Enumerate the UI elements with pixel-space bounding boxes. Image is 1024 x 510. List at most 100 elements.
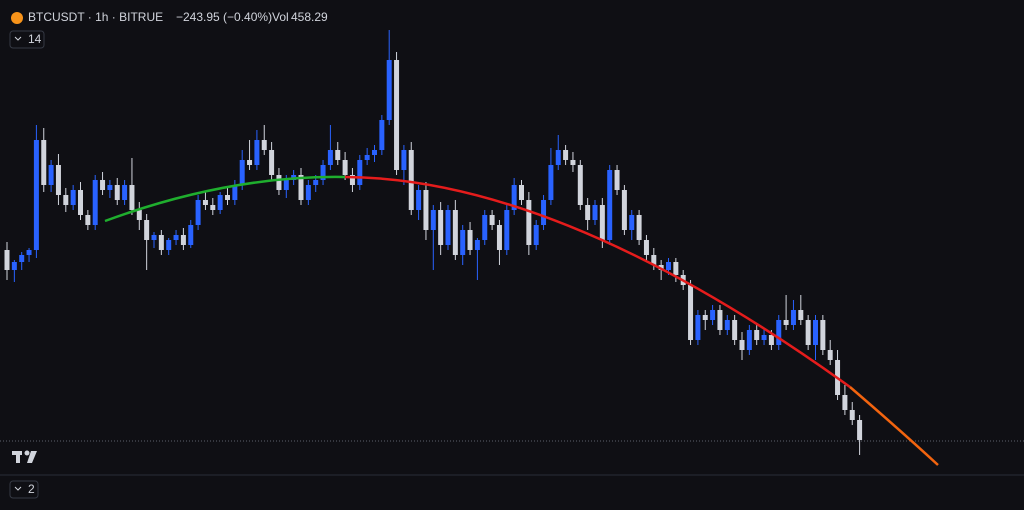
candle-body — [48, 165, 54, 185]
candle-body — [305, 185, 311, 200]
candle-body — [570, 160, 576, 165]
candle-body — [401, 150, 407, 170]
candle-body — [555, 150, 561, 165]
regression-projection — [849, 386, 939, 466]
candle-body — [11, 262, 17, 270]
candle-body — [173, 235, 179, 240]
candle-body — [210, 205, 216, 210]
candle-body — [607, 170, 613, 240]
candle-body — [78, 190, 83, 215]
candle-body — [225, 195, 230, 200]
candle-body — [813, 320, 818, 345]
candle-body — [19, 255, 25, 262]
candles — [4, 30, 863, 455]
pane-toggle-button[interactable] — [9, 30, 45, 49]
candle-body — [695, 315, 701, 340]
chevron — [14, 36, 22, 41]
candle-body — [313, 180, 319, 185]
candle-body — [202, 200, 208, 205]
candle-body — [790, 310, 796, 325]
candle-body — [798, 310, 804, 320]
candle-body — [408, 150, 414, 210]
candle-body — [26, 250, 32, 255]
candle-body — [261, 140, 267, 150]
candle-body — [710, 310, 716, 320]
candle-body — [85, 215, 91, 225]
candle-body — [239, 160, 245, 185]
bottom-pane-toggle-button[interactable] — [9, 480, 39, 499]
candle-body — [805, 320, 811, 345]
candle-body — [423, 190, 429, 230]
candle-body — [70, 190, 76, 205]
candle-body — [724, 320, 730, 330]
volume-label: Vol — [272, 10, 289, 24]
logo — [12, 450, 37, 463]
candle-body — [754, 330, 760, 340]
candle-body — [107, 185, 113, 190]
candle-body — [849, 410, 855, 420]
candle-body — [541, 200, 547, 225]
candle-body — [489, 215, 495, 225]
candle-body — [666, 262, 671, 270]
candle-body — [372, 150, 377, 155]
candle-body — [269, 150, 275, 175]
pane-toggle[interactable]: 14 — [28, 32, 42, 46]
candle-body — [195, 200, 201, 225]
candle-body — [386, 60, 392, 120]
candle-body — [746, 330, 752, 350]
candle-body — [673, 262, 679, 275]
candle-body — [643, 240, 649, 255]
candle-body — [247, 160, 253, 165]
candle-body — [717, 310, 723, 330]
candle-body — [283, 180, 289, 190]
candle-body — [761, 335, 767, 340]
symbol[interactable]: BTCUSDT · 1h · BITRUE — [28, 10, 163, 24]
candle-body — [320, 165, 326, 180]
candle-body — [776, 320, 782, 345]
regression-down — [344, 175, 851, 389]
candle-body — [857, 420, 863, 440]
candle-body — [467, 230, 473, 250]
candle-body — [276, 175, 282, 190]
candle-body — [504, 210, 510, 250]
candle-body — [122, 185, 128, 200]
candle-body — [144, 220, 150, 240]
candle-body — [379, 120, 385, 150]
candle-body — [460, 230, 466, 255]
candle-body — [180, 235, 186, 245]
candle-body — [533, 225, 539, 245]
candle-body — [511, 185, 517, 210]
logo-part — [27, 451, 37, 463]
candle-body — [327, 150, 333, 165]
logo-part — [16, 451, 20, 463]
candle-body — [63, 195, 69, 205]
candle-body — [41, 140, 47, 185]
candle-body — [842, 395, 848, 410]
candle-body — [430, 210, 436, 230]
candle-body — [298, 175, 304, 200]
candle-body — [438, 210, 444, 245]
candle-body — [629, 215, 635, 230]
candle-body — [166, 240, 172, 250]
candle-body — [129, 185, 135, 210]
candle-body — [614, 170, 620, 190]
candle-body — [702, 315, 708, 320]
candle-body — [732, 320, 738, 340]
candle-body — [783, 320, 789, 325]
candle-body — [100, 180, 106, 190]
bottom-pane-toggle[interactable]: 2 — [28, 482, 35, 496]
candle-body — [445, 210, 451, 245]
candle-body — [739, 340, 745, 350]
candle-body — [563, 150, 569, 160]
candle-body — [114, 185, 120, 200]
candle-body — [820, 320, 826, 350]
regression-up — [104, 175, 346, 223]
candle-body — [496, 225, 502, 250]
candle-body — [482, 215, 488, 240]
volume: 458.29 — [291, 10, 328, 24]
candle-body — [519, 185, 524, 200]
candle-body — [217, 195, 223, 210]
